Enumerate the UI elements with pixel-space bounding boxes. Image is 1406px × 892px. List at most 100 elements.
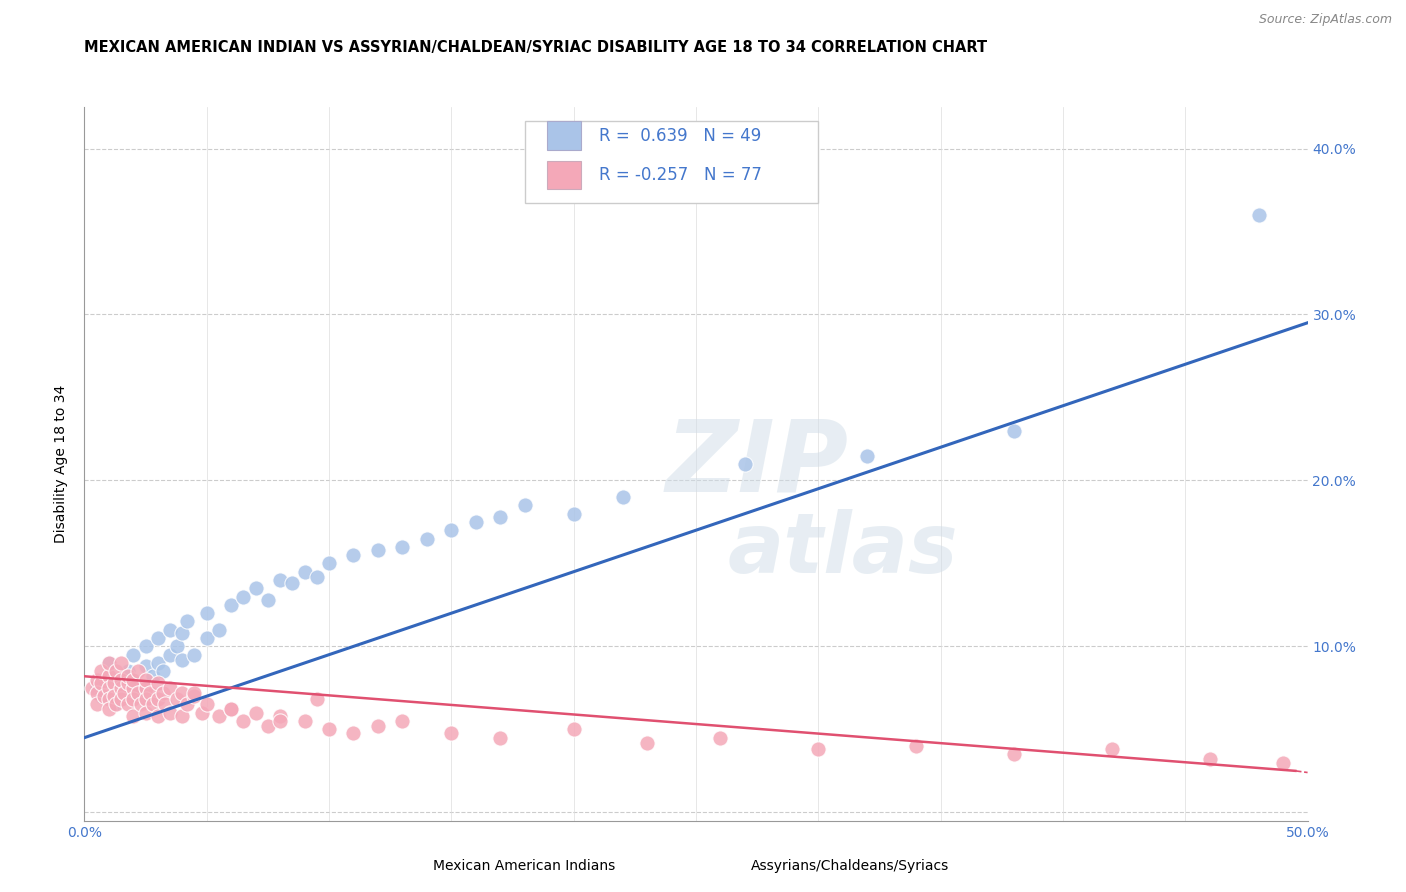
Point	[367, 543, 389, 558]
Point	[191, 706, 214, 720]
Point	[97, 702, 120, 716]
Point	[269, 714, 291, 728]
Point	[1272, 756, 1295, 770]
Point	[562, 723, 585, 737]
Point	[1198, 752, 1220, 766]
FancyBboxPatch shape	[524, 121, 818, 203]
Point	[305, 692, 328, 706]
Text: Source: ZipAtlas.com: Source: ZipAtlas.com	[1258, 13, 1392, 27]
Point	[195, 698, 218, 712]
Text: Mexican American Indians: Mexican American Indians	[433, 859, 616, 873]
Point	[135, 692, 157, 706]
Point	[142, 698, 165, 712]
Point	[122, 676, 145, 690]
Point	[86, 681, 108, 695]
Point	[105, 665, 128, 679]
Point	[172, 653, 194, 667]
Point	[152, 686, 174, 700]
Point	[110, 692, 132, 706]
Point	[1101, 742, 1123, 756]
Point	[172, 626, 194, 640]
Point	[562, 507, 585, 521]
Point	[146, 692, 169, 706]
Point	[416, 532, 439, 546]
Point	[97, 669, 120, 683]
Text: atlas: atlas	[727, 509, 957, 590]
Point	[294, 714, 316, 728]
Point	[127, 686, 149, 700]
Point	[129, 698, 152, 712]
Point	[257, 719, 280, 733]
Point	[110, 681, 132, 695]
Point	[172, 709, 194, 723]
Point	[342, 548, 364, 562]
Point	[117, 698, 139, 712]
Point	[122, 709, 145, 723]
Point	[122, 673, 145, 687]
Point	[183, 689, 205, 703]
Point	[146, 656, 169, 670]
Point	[153, 698, 176, 712]
Point	[86, 698, 108, 712]
Point	[135, 673, 157, 687]
Point	[183, 648, 205, 662]
Point	[489, 731, 512, 745]
Point	[122, 692, 145, 706]
Point	[1247, 208, 1270, 222]
Point	[146, 631, 169, 645]
Point	[269, 709, 291, 723]
Point	[807, 742, 830, 756]
Point	[159, 623, 181, 637]
Point	[305, 570, 328, 584]
Point	[139, 686, 162, 700]
Point	[245, 582, 267, 596]
Y-axis label: Disability Age 18 to 34: Disability Age 18 to 34	[55, 384, 69, 543]
Point	[103, 689, 125, 703]
Point	[232, 714, 254, 728]
Point	[159, 706, 181, 720]
Point	[318, 723, 340, 737]
Point	[159, 681, 181, 695]
Point	[489, 510, 512, 524]
Point	[110, 673, 132, 687]
Point	[97, 681, 120, 695]
Point	[122, 681, 145, 695]
Point	[905, 739, 928, 753]
Point	[367, 719, 389, 733]
Point	[80, 681, 103, 695]
Point	[245, 706, 267, 720]
Point	[152, 665, 174, 679]
Point	[440, 523, 463, 537]
Point	[709, 731, 731, 745]
Point	[105, 698, 128, 712]
Point	[195, 631, 218, 645]
Point	[110, 656, 132, 670]
FancyBboxPatch shape	[402, 855, 429, 878]
Point	[612, 490, 634, 504]
Point	[391, 540, 413, 554]
Point	[513, 499, 536, 513]
Point	[159, 648, 181, 662]
Point	[176, 615, 198, 629]
Point	[440, 725, 463, 739]
Point	[135, 681, 157, 695]
Point	[1002, 424, 1025, 438]
Point	[172, 686, 194, 700]
Point	[142, 669, 165, 683]
Point	[464, 515, 486, 529]
Point	[110, 673, 132, 687]
Point	[97, 692, 120, 706]
Point	[208, 709, 231, 723]
Text: R = -0.257   N = 77: R = -0.257 N = 77	[599, 166, 762, 184]
Text: ZIP: ZIP	[665, 416, 849, 512]
Point	[219, 702, 242, 716]
Point	[183, 686, 205, 700]
Point	[97, 656, 120, 670]
Point	[97, 692, 120, 706]
FancyBboxPatch shape	[720, 855, 748, 878]
FancyBboxPatch shape	[547, 161, 581, 189]
Point	[135, 640, 157, 654]
Point	[342, 725, 364, 739]
Point	[318, 557, 340, 571]
Point	[294, 565, 316, 579]
